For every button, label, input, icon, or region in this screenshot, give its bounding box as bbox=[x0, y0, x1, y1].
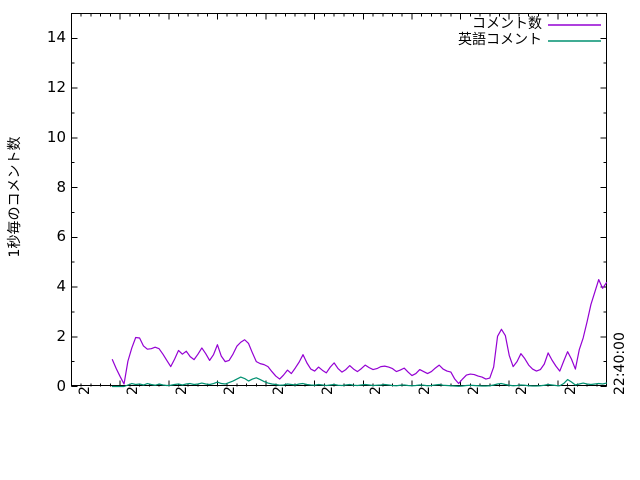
y-tick-label: 12 bbox=[46, 78, 66, 97]
plot-area-border bbox=[71, 13, 607, 386]
y-tick-label: 2 bbox=[56, 326, 66, 345]
y-tick-label: 0 bbox=[56, 376, 66, 395]
series-line-0 bbox=[111, 278, 608, 385]
y-tick-label: 8 bbox=[56, 177, 66, 196]
y-tick-label: 6 bbox=[56, 227, 66, 246]
y-axis-tick-labels: 0 2 4 6 8 10 12 14 bbox=[22, 0, 66, 400]
y-tick-label: 4 bbox=[56, 277, 66, 296]
legend-item-1: 英語コメント bbox=[380, 33, 542, 48]
y-tick-label: 14 bbox=[46, 28, 66, 47]
legend-item-0: コメント数 bbox=[380, 17, 542, 32]
series-line-1 bbox=[111, 376, 608, 388]
y-tick-label: 10 bbox=[46, 127, 66, 146]
legend-label: 英語コメント bbox=[458, 32, 542, 48]
legend-label: コメント数 bbox=[472, 16, 542, 32]
